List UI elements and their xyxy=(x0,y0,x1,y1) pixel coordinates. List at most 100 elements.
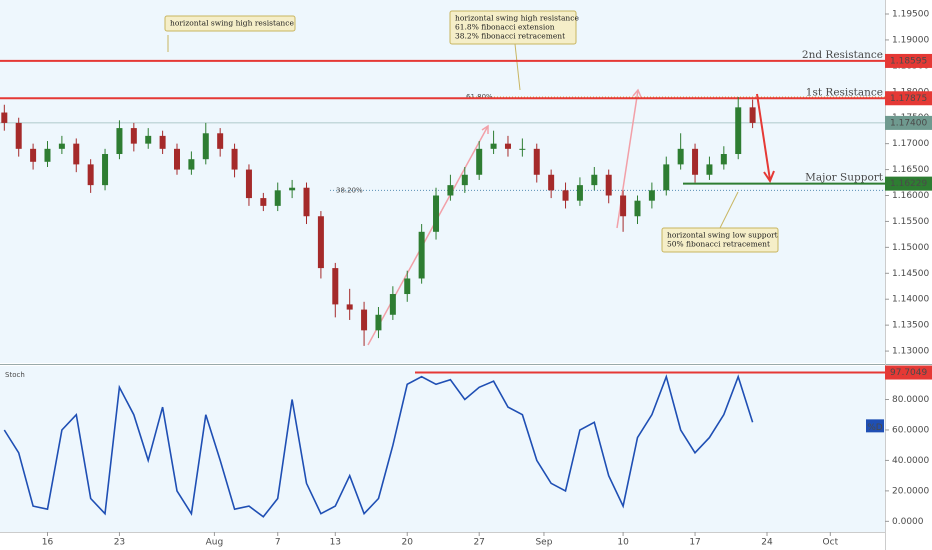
y-tick-label: 1.19500 xyxy=(892,10,929,20)
callout-text: horizontal swing high resistance xyxy=(455,14,579,23)
level-label: 1.17875 xyxy=(890,94,927,104)
candle-body xyxy=(591,174,598,186)
y-tick-label: 1.14500 xyxy=(892,269,929,279)
price-pane xyxy=(0,0,885,363)
arrow-head xyxy=(632,88,642,98)
callout-text: 50% fibonacci retracement xyxy=(667,240,770,249)
y-tick-label: 60.0000 xyxy=(892,425,929,435)
candle-body xyxy=(361,309,368,331)
candle-body xyxy=(634,200,641,217)
y-tick-label: 1.15500 xyxy=(892,217,929,227)
candle-body xyxy=(217,133,224,149)
y-tick-label: 40.0000 xyxy=(892,456,929,466)
candle-body xyxy=(663,164,670,191)
candle-body xyxy=(404,278,411,295)
candle-body xyxy=(749,107,756,123)
candle-body xyxy=(116,128,123,155)
stoch-line xyxy=(3,374,754,518)
candle-body xyxy=(620,195,627,217)
candle-body xyxy=(476,148,483,175)
y-tick-label: 1.14000 xyxy=(892,295,929,305)
callout-pointer xyxy=(514,43,521,91)
fib-label: 61.80% xyxy=(466,93,493,101)
candle-body xyxy=(145,135,152,144)
candle-body xyxy=(30,148,37,162)
candle-body xyxy=(188,159,195,170)
candle-body xyxy=(447,185,454,196)
stoch-pane xyxy=(0,366,885,532)
candle-body xyxy=(519,148,526,150)
candle-body xyxy=(389,294,396,315)
x-tick-label: 13 xyxy=(330,538,341,548)
y-tick-label: 0.0000 xyxy=(892,517,924,527)
callout-box xyxy=(164,15,296,32)
candle-body xyxy=(461,174,468,186)
candle-body xyxy=(692,148,699,175)
candle-body xyxy=(159,135,166,149)
candle-body xyxy=(260,198,267,206)
candle-body xyxy=(87,164,94,186)
candle-body xyxy=(490,143,497,149)
candle-body xyxy=(303,187,310,217)
candle-body xyxy=(706,164,713,175)
candle-body xyxy=(289,187,296,191)
level-name: 1st Resistance xyxy=(806,86,883,98)
callout-box xyxy=(661,227,779,253)
x-tick-label: 24 xyxy=(761,538,773,548)
x-tick-label: Sep xyxy=(535,538,552,548)
level-name: 2nd Resistance xyxy=(802,49,883,61)
candle-body xyxy=(677,148,684,165)
candle-body xyxy=(548,174,555,191)
candle-body xyxy=(332,268,339,305)
indicator-title: Stoch xyxy=(5,371,25,379)
stoch-level-label: 97.7049 xyxy=(890,368,927,378)
level-box xyxy=(885,53,932,68)
candle-body xyxy=(720,154,727,165)
y-tick-label: 1.17000 xyxy=(892,139,929,149)
candle-body xyxy=(245,169,252,199)
last-price-label: 1.17400 xyxy=(890,118,927,128)
candle-body xyxy=(73,143,80,165)
y-tick-label: 20.0000 xyxy=(892,486,929,496)
candle-body xyxy=(346,304,353,310)
candle-body xyxy=(433,195,440,232)
y-tick-label: 1.16000 xyxy=(892,191,929,201)
x-tick-label: Oct xyxy=(823,538,839,548)
candle-body xyxy=(504,143,511,149)
candle-body xyxy=(58,143,65,149)
callout-text: horizontal swing low support xyxy=(667,231,778,240)
level-label: 1.18595 xyxy=(890,56,927,66)
callout-text: 38.2% fibonacci retracement xyxy=(455,32,565,41)
candle-body xyxy=(102,154,109,186)
candle-body xyxy=(735,107,742,155)
x-tick-label: 7 xyxy=(275,538,281,548)
x-tick-label: 16 xyxy=(42,538,54,548)
callout-box xyxy=(449,10,577,45)
arrow xyxy=(367,125,489,346)
arrow xyxy=(756,93,771,181)
x-tick-label: Aug xyxy=(206,538,224,548)
y-tick-label: 1.13000 xyxy=(892,347,929,357)
x-tick-label: 23 xyxy=(114,538,125,548)
candle-body xyxy=(418,231,425,279)
arrow-head xyxy=(763,170,775,184)
candle-body xyxy=(648,190,655,201)
y-tick-label: 1.15000 xyxy=(892,243,929,253)
candle-body xyxy=(605,174,612,196)
x-tick-label: 20 xyxy=(402,538,414,548)
level-name: Major Support xyxy=(805,172,884,184)
fib-label: 38.20% xyxy=(336,186,363,194)
candle-body xyxy=(231,148,238,170)
candle-body xyxy=(202,133,209,160)
y-tick-label: 1.16500 xyxy=(892,165,929,175)
level-box xyxy=(885,91,932,106)
x-tick-label: 17 xyxy=(689,538,700,548)
arrows xyxy=(167,35,775,346)
candle-body xyxy=(174,148,180,170)
candle-body xyxy=(375,314,382,331)
y-tick-label: 1.19000 xyxy=(892,35,929,45)
candle-body xyxy=(130,128,137,144)
candle-body xyxy=(1,112,8,123)
y-tick-label: 80.0000 xyxy=(892,395,929,405)
